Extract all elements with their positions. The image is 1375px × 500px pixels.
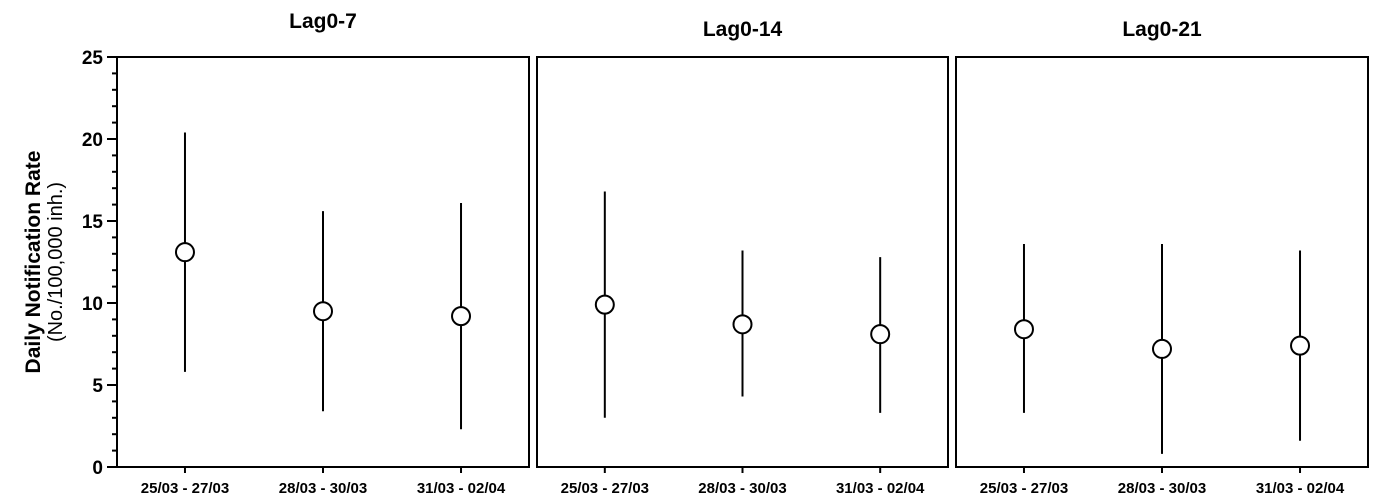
- x-tick-label: 25/03 - 27/03: [561, 480, 649, 497]
- panel-2: Lag0-14 25/03 - 27/03 28/03 - 30/03 31/03 -…: [536, 18, 949, 497]
- data-point: [594, 294, 615, 315]
- panel-1: Lag0-7 25/03 - 27/03 28/03 - 30/03 31/03 - …: [116, 10, 530, 497]
- x-tick-label: 28/03 - 30/03: [279, 480, 367, 497]
- data-point: [1152, 338, 1172, 359]
- x-tick-label: 28/03 - 30/03: [1118, 480, 1206, 497]
- panel-title: Lag0-14: [703, 18, 783, 41]
- panel-3: Lag0-21 25/03 - 27/03 28/03 - 30/03 31/03 -…: [955, 18, 1369, 497]
- y-tick-label: 10: [82, 294, 103, 315]
- data-point: [1013, 319, 1034, 340]
- x-tick-label: 31/03 - 02/04: [836, 480, 925, 497]
- y-axis-label: Daily Notification Rate: [22, 151, 45, 374]
- data-point: [732, 314, 753, 335]
- y-tick-label: 15: [82, 212, 104, 233]
- x-tick-label: 31/03 - 02/04: [417, 480, 506, 497]
- data-point: [451, 306, 472, 327]
- x-tick-label: 25/03 - 27/03: [980, 480, 1068, 497]
- panel-title: Lag0-21: [1122, 18, 1202, 41]
- y-tick-label: 0: [92, 458, 103, 479]
- data-point: [870, 324, 891, 345]
- y-axis-sublabel: (No./100,000 inh.): [45, 182, 67, 342]
- data-point: [1290, 335, 1311, 356]
- y-tick-label: 25: [82, 48, 104, 69]
- x-tick-label: 31/03 - 02/04: [1256, 480, 1345, 497]
- panel-title: Lag0-7: [289, 10, 357, 33]
- data-point: [313, 301, 333, 322]
- panels: Lag0-7 25/03 - 27/03 28/03 - 30/03 31/03 - …: [116, 10, 1369, 497]
- data-point: [174, 242, 195, 263]
- y-axis-label-group: Daily Notification Rate (No./100,000 inh…: [22, 151, 67, 374]
- y-axis: 0 5 10 15 20 25: [82, 48, 118, 479]
- y-tick-label: 5: [92, 376, 103, 397]
- y-tick-label: 20: [82, 130, 103, 151]
- x-tick-label: 28/03 - 30/03: [698, 480, 786, 497]
- x-tick-label: 25/03 - 27/03: [141, 480, 229, 497]
